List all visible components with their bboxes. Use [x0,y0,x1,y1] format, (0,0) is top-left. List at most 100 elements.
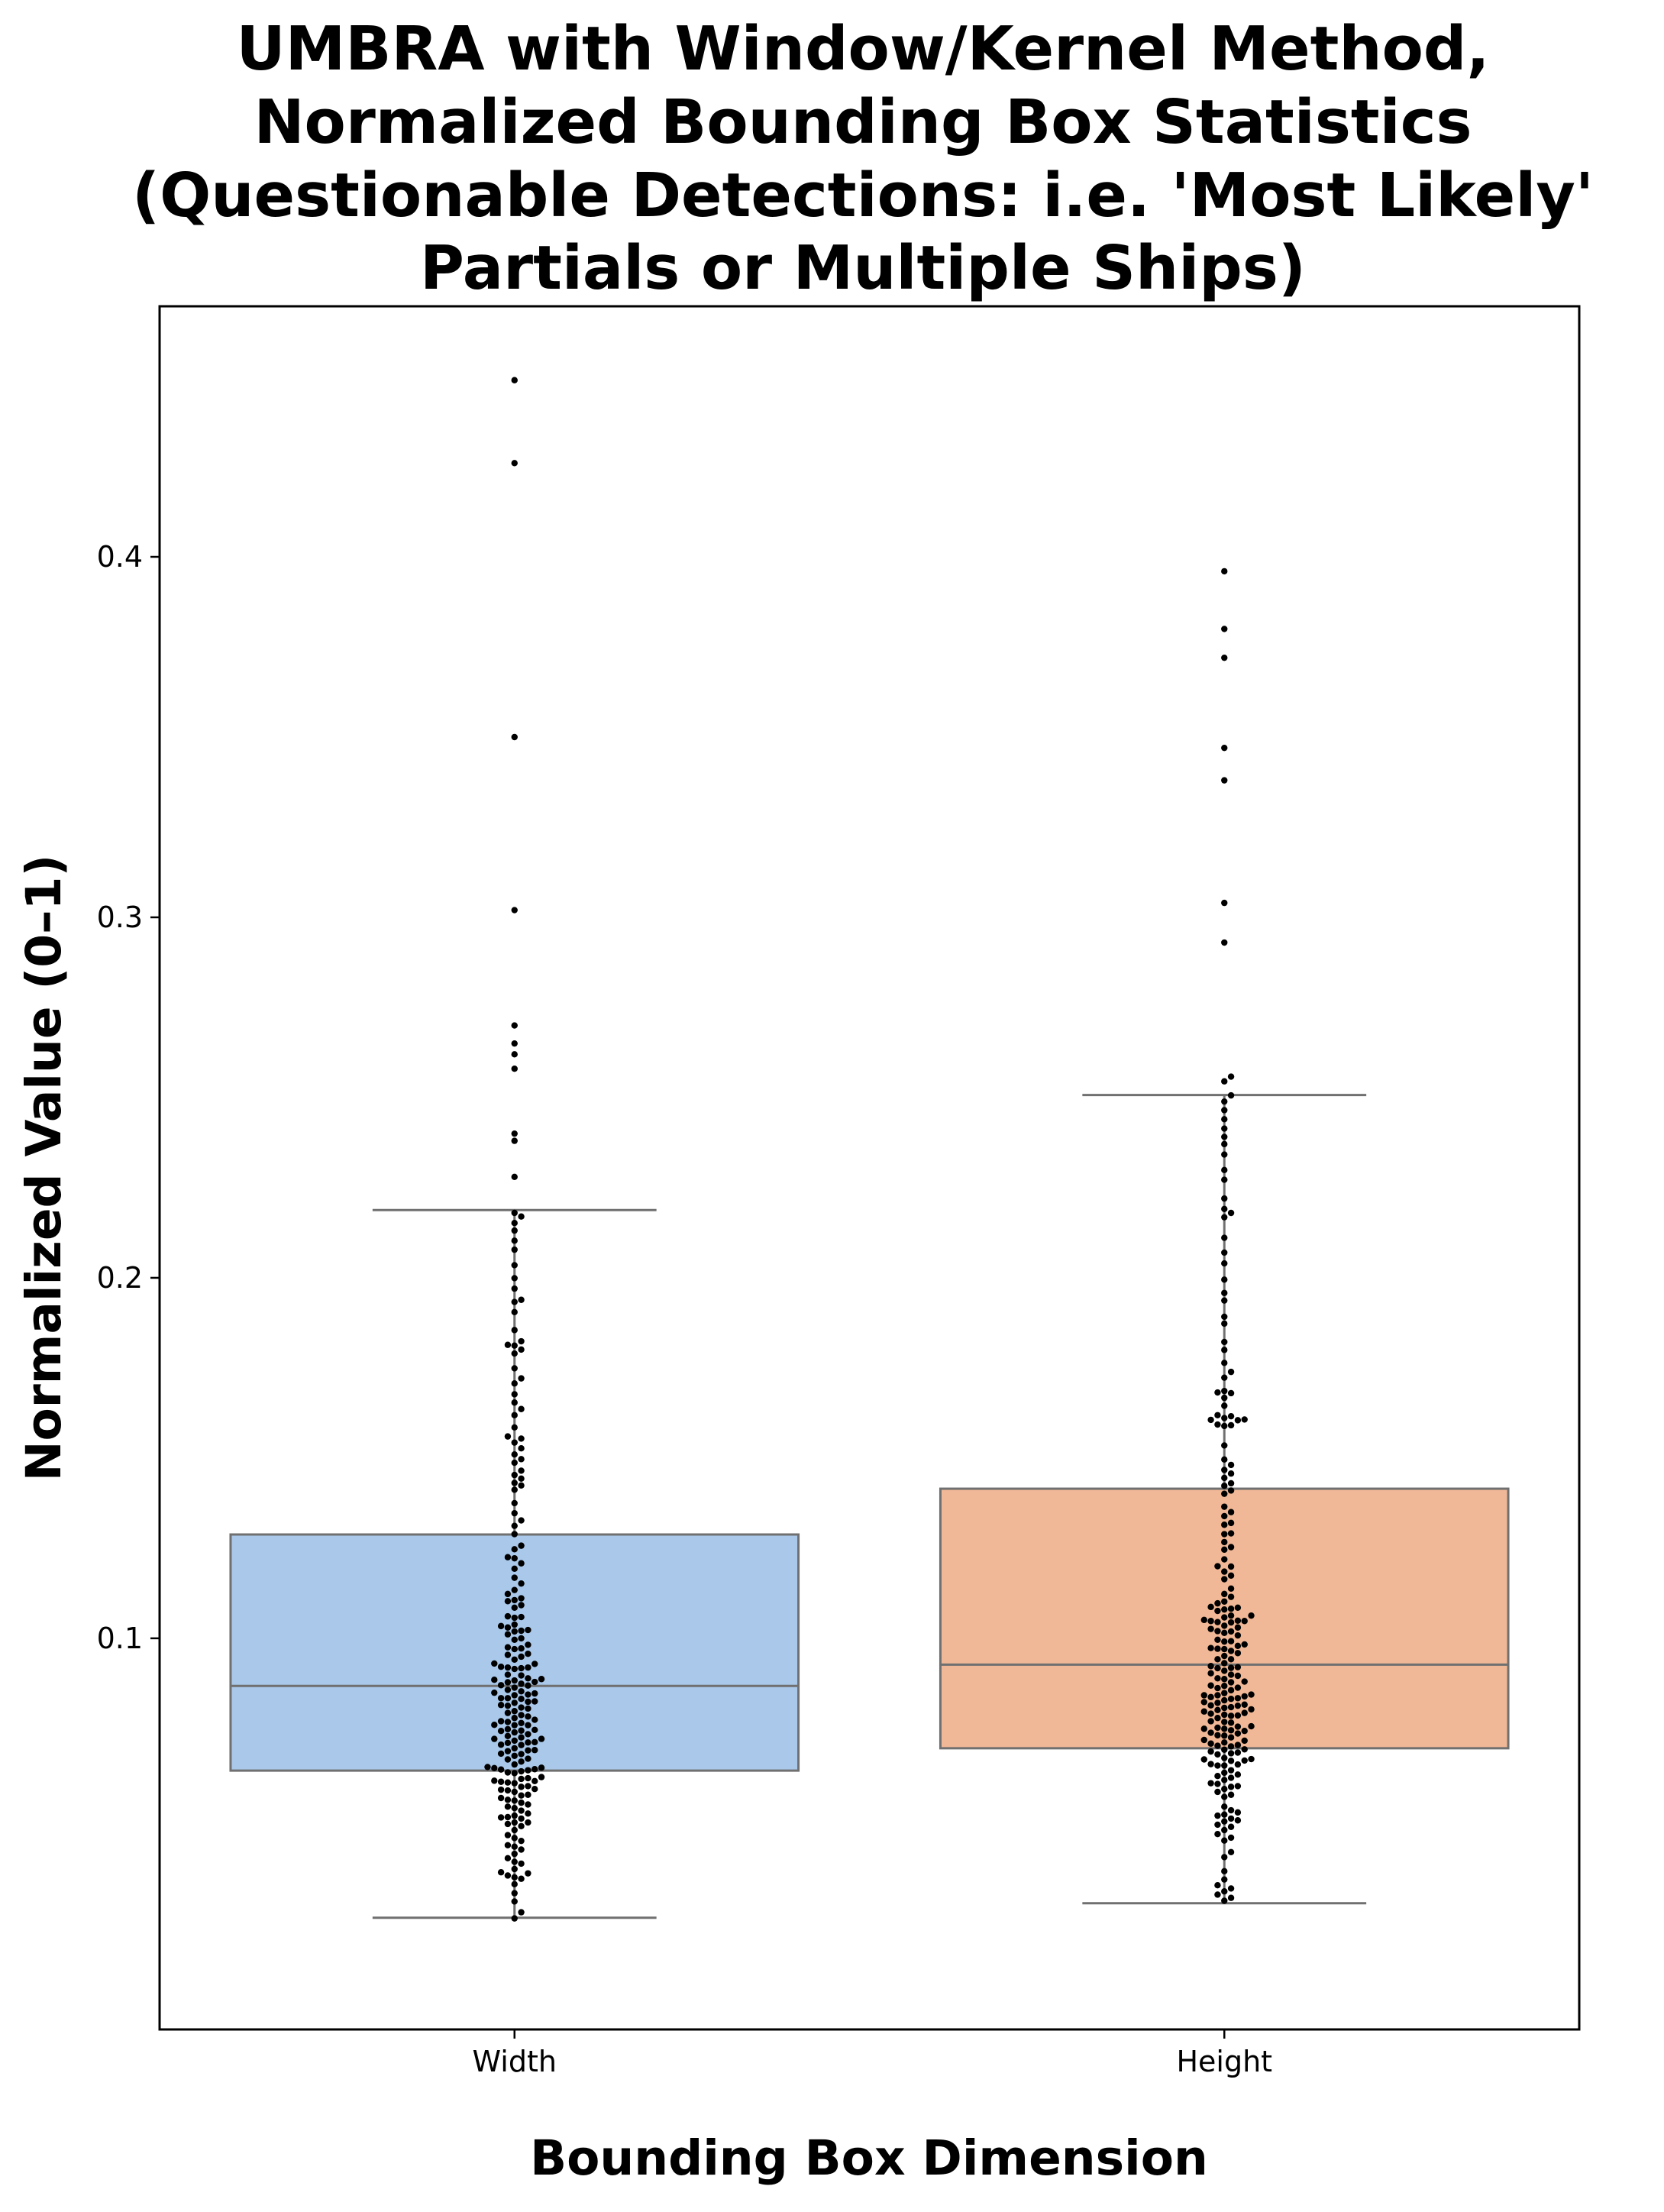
width-data-point [497,1786,505,1793]
width-data-point [497,1750,505,1758]
width-data-point [525,1739,532,1746]
height-data-point [1221,1098,1228,1105]
height-data-point [1221,777,1228,784]
width-data-point [518,1758,525,1765]
height-data-point [1207,1718,1214,1725]
height-data-point [1234,1730,1242,1737]
width-data-point [525,1705,532,1712]
width-data-point [511,1843,518,1850]
width-data-point [518,1792,525,1799]
width-data-point [511,1327,518,1334]
height-data-point [1234,1723,1242,1730]
width-data-point [504,1679,512,1686]
width-data-point [511,1022,518,1029]
width-data-point [511,1424,518,1431]
height-data-point [1221,744,1228,752]
height-data-point [1221,1360,1228,1366]
height-data-point [1214,1675,1221,1682]
width-data-point [511,1459,518,1467]
height-data-point [1221,1195,1228,1202]
width-data-point [511,1412,518,1418]
height-data-point [1241,1746,1248,1753]
height-box-group [939,568,1510,1905]
height-data-point [1221,1456,1228,1463]
width-data-point [484,1764,491,1771]
height-data-point [1200,1736,1207,1744]
height-data-point [1227,1509,1235,1515]
height-data-point [1234,1771,1242,1778]
width-data-point [511,1677,518,1684]
width-data-point [504,1779,512,1786]
height-data-point [1221,1415,1228,1421]
width-data-point [518,1712,525,1719]
width-data-point [504,1832,512,1838]
height-data-point [1227,1585,1235,1592]
height-data-point [1234,1684,1242,1691]
width-data-point [504,1702,512,1709]
height-data-point [1221,626,1228,632]
width-data-point [525,1722,532,1729]
height-data-point [1221,1854,1228,1861]
height-data-point [1227,1703,1235,1711]
height-data-point [1214,1599,1221,1607]
height-data-point [1227,1834,1235,1842]
x-tick-label-height: Height [1176,2045,1272,2078]
height-data-point [1227,1696,1235,1703]
width-data-point [518,1560,525,1567]
height-data-point [1234,1617,1242,1624]
height-data-point [1227,1758,1235,1764]
height-data-point [1214,1706,1221,1714]
height-data-point [1221,1503,1228,1510]
height-data-point [1227,1774,1235,1781]
height-data-point [1221,1276,1228,1283]
width-data-point [518,1807,525,1814]
width-data-point [518,1696,525,1703]
width-data-point [504,1796,512,1803]
width-data-point [518,1837,525,1845]
width-data-point [518,1727,525,1734]
width-data-point [511,1621,518,1628]
height-data-point [1221,1638,1228,1645]
width-data-point [525,1641,532,1648]
chart-title: UMBRA with Window/Kernel Method, Normali… [132,14,1594,303]
width-data-point [518,1822,525,1830]
width-data-point [511,1890,518,1897]
height-data-point [1221,1522,1228,1528]
width-data-point [511,1604,518,1611]
width-data-point [511,1137,518,1144]
width-data-point [518,1517,525,1524]
height-data-point [1234,1702,1242,1709]
x-tick-label-width: Width [473,2045,557,2078]
height-data-point [1221,1803,1228,1810]
width-data-point [497,1695,505,1702]
height-data-point [1234,1604,1242,1611]
height-data-point [1207,1748,1214,1755]
height-data-point [1214,1412,1221,1418]
width-data-point [504,1631,512,1638]
width-data-point [532,1777,538,1785]
width-data-point [504,1739,512,1746]
height-data-point [1227,1572,1235,1579]
height-data-point [1234,1624,1242,1631]
height-data-point [1221,1531,1228,1538]
y-axis-title: Normalized Value (0–1) [16,855,72,1482]
width-data-point [511,1546,518,1553]
width-data-point [504,1686,512,1693]
width-data-point [532,1785,538,1793]
height-data-point [1221,1166,1228,1174]
width-data-point [518,1542,525,1549]
height-data-point [1221,1652,1228,1660]
height-data-point [1234,1712,1242,1719]
width-data-point [497,1728,505,1735]
height-data-point [1234,1417,1242,1424]
width-data-point [511,1522,518,1529]
height-data-point [1221,568,1228,575]
width-data-point [511,1298,518,1305]
width-data-point [511,1874,518,1881]
width-data-point [511,1040,518,1047]
height-data-point [1234,1642,1242,1650]
height-data-point [1241,1757,1248,1764]
width-data-point [518,1704,525,1711]
width-data-point [511,1915,518,1922]
